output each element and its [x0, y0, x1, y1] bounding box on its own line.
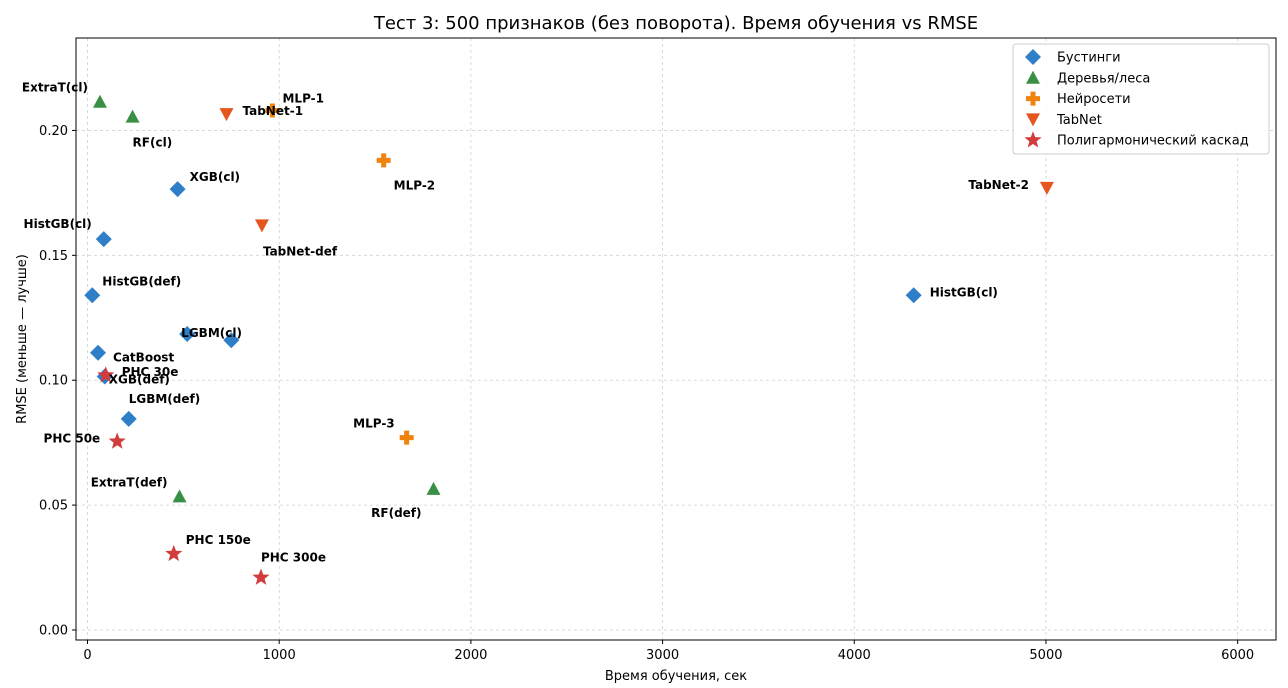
grid: [76, 38, 1276, 640]
data-point: [97, 366, 115, 383]
data-point: [165, 544, 183, 562]
point-label: PHC 150e: [186, 533, 251, 547]
point-label: HistGB(cl): [930, 285, 998, 299]
x-tick-label: 5000: [1029, 648, 1062, 663]
data-point: [179, 326, 196, 343]
legend-entry: Нейросети: [1057, 92, 1131, 107]
y-tick-label: 0.05: [39, 499, 68, 514]
data-point: [265, 103, 280, 118]
x-tick-label: 1000: [263, 648, 296, 663]
y-tick-label: 0.15: [39, 249, 68, 264]
chart-title: Тест 3: 500 признаков (без поворота). Вр…: [373, 13, 978, 34]
y-tick-label: 0.10: [39, 374, 68, 389]
data-points: [84, 94, 1054, 585]
data-point: [90, 344, 107, 361]
data-point: [905, 287, 922, 304]
data-point: [399, 430, 414, 445]
point-label: MLP-1: [282, 91, 324, 105]
y-tick-label: 0.00: [39, 624, 68, 639]
point-label: MLP-2: [394, 178, 436, 192]
data-point: [172, 489, 187, 503]
data-point: [426, 481, 441, 495]
data-point: [120, 410, 137, 427]
data-point: [1039, 181, 1054, 195]
point-label: PHC 50e: [44, 431, 101, 445]
data-point: [219, 108, 234, 122]
point-label: RF(def): [371, 506, 421, 520]
data-point: [223, 332, 240, 349]
x-tick-label: 6000: [1221, 648, 1254, 663]
data-point: [376, 153, 391, 168]
point-label: XGB(def): [109, 372, 170, 386]
y-axis-label: RMSE (меньше — лучше): [15, 254, 30, 424]
legend-marker: [1026, 91, 1040, 106]
x-tick-label: 4000: [838, 648, 871, 663]
x-tick-label: 3000: [646, 648, 679, 663]
point-label: ExtraT(cl): [22, 81, 88, 95]
legend-entry: Бустинги: [1057, 51, 1121, 66]
plot-frame: [75, 37, 1277, 641]
point-label: HistGB(cl): [24, 217, 92, 231]
point-label: XGB(cl): [190, 170, 240, 184]
data-point: [252, 568, 270, 585]
point-label: PHC 30e: [122, 365, 179, 379]
legend-marker: [1024, 131, 1042, 148]
x-tick-label: 0: [83, 648, 91, 663]
point-label: RF(cl): [133, 136, 173, 150]
data-point: [92, 94, 107, 108]
x-axis-label: Время обучения, сек: [605, 669, 747, 684]
data-point: [254, 219, 269, 233]
legend-marker: [1026, 70, 1040, 84]
point-label: PHC 300e: [261, 551, 326, 565]
legend-marker: [1026, 113, 1040, 127]
axis-ticks: 0 1000 2000 3000 4000 5000 6000 0.00 0.05 0.10 0.1…: [39, 124, 1254, 663]
data-point: [125, 109, 140, 123]
data-point: [84, 287, 101, 304]
legend-frame: [1012, 43, 1270, 155]
y-tick-label: 0.20: [39, 124, 68, 139]
data-point: [95, 231, 112, 248]
point-label: MLP-3: [353, 417, 395, 431]
x-tick-label: 2000: [454, 648, 487, 663]
point-labels: XGB(cl) HistGB(cl) HistGB(def) LGBM(cl) CatB…: [22, 81, 1029, 565]
point-label: TabNet-2: [968, 178, 1029, 192]
legend-entry: TabNet: [1056, 113, 1102, 128]
point-label: CatBoost: [113, 351, 174, 365]
legend-entry: Деревья/леса: [1057, 71, 1150, 86]
data-point: [169, 181, 186, 198]
point-label: TabNet-def: [263, 244, 338, 258]
point-label: LGBM(def): [129, 392, 201, 406]
legend: Бустинги Деревья/леса Нейросети TabNet Полиг…: [1012, 43, 1270, 155]
data-point: [108, 432, 126, 449]
point-label: ExtraT(def): [91, 475, 168, 489]
point-label: HistGB(def): [102, 274, 181, 288]
point-label: TabNet-1: [242, 104, 303, 118]
legend-marker: [1025, 49, 1041, 65]
point-label: LGBM(cl): [181, 326, 242, 340]
legend-entry: Полигармонический каскад: [1057, 134, 1249, 149]
